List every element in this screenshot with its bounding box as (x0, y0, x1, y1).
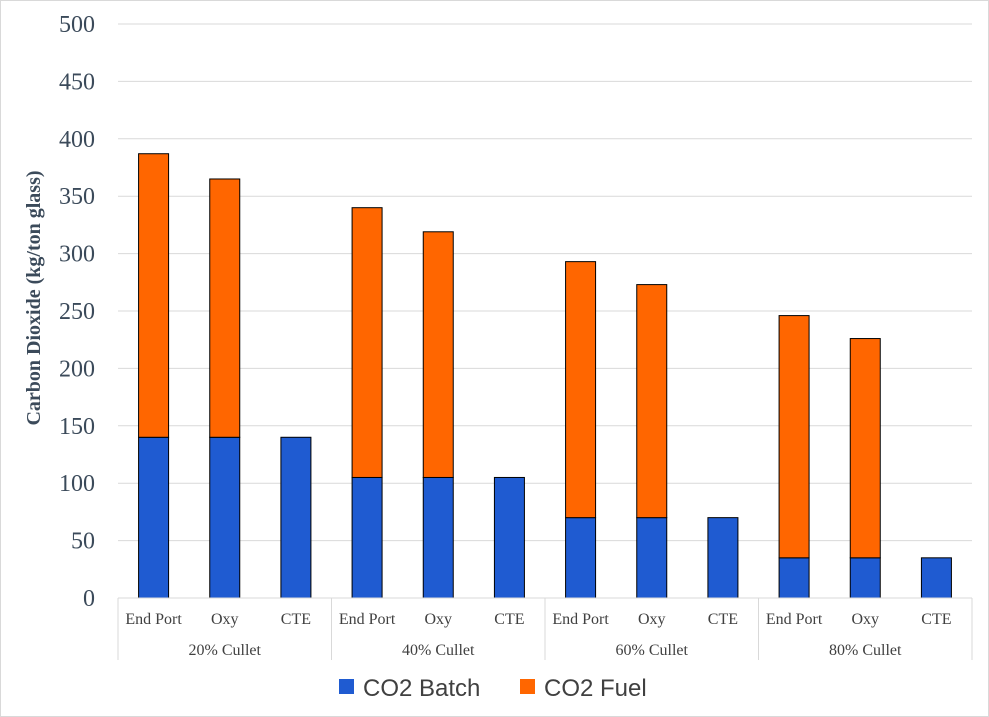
y-tick-label: 300 (59, 242, 95, 268)
legend-swatch (520, 679, 535, 694)
x-category-label: Oxy (424, 611, 452, 628)
bar-co2-fuel (565, 261, 597, 519)
legend-label: CO2 Batch (363, 675, 480, 702)
bar-co2-batch (351, 476, 383, 599)
bar-co2-batch (707, 517, 739, 599)
bar-co2-fuel (351, 207, 383, 478)
gridlines (118, 23, 972, 542)
bar-co2-fuel (422, 231, 454, 478)
x-category-label: CTE (281, 611, 311, 628)
bar-co2-batch (209, 436, 241, 599)
x-category-label: End Port (552, 611, 609, 628)
x-category-label: Oxy (638, 611, 666, 628)
bar-co2-batch (138, 436, 170, 599)
x-category-label: Oxy (851, 611, 879, 628)
bar-co2-fuel (778, 315, 810, 559)
x-category-label: CTE (921, 611, 951, 628)
bar-co2-batch (280, 436, 312, 599)
bar-co2-batch (778, 557, 810, 599)
bar-co2-fuel (209, 178, 241, 438)
x-category-label: CTE (494, 611, 524, 628)
x-group-label: 40% Cullet (402, 642, 475, 659)
y-tick-label: 50 (71, 529, 95, 555)
y-tick-label: 500 (59, 12, 95, 38)
x-group-label: 80% Cullet (829, 642, 902, 659)
y-axis-label: Carbon Dioxide (kg/ton glass) (23, 170, 45, 425)
x-category-label: End Port (766, 611, 823, 628)
x-category-label: End Port (339, 611, 396, 628)
y-tick-label: 400 (59, 127, 95, 153)
x-category-label: CTE (708, 611, 738, 628)
bar-co2-batch (920, 557, 952, 599)
y-tick-label: 150 (59, 414, 95, 440)
bar-co2-fuel (636, 284, 668, 519)
x-category-label: End Port (125, 611, 182, 628)
legend-swatch (339, 679, 354, 694)
x-group-label: 60% Cullet (616, 642, 689, 659)
bar-co2-fuel (849, 338, 881, 559)
bar-co2-batch (849, 557, 881, 599)
x-group-label: 20% Cullet (189, 642, 262, 659)
y-axis-ticks: 0 50 100 150 200 250 300 350 400 450 500 (59, 12, 95, 612)
bar-co2-batch (493, 476, 525, 599)
legend: CO2 Batch CO2 Fuel (339, 675, 647, 702)
x-category-label: Oxy (211, 611, 239, 628)
y-tick-label: 100 (59, 471, 95, 497)
legend-label: CO2 Fuel (544, 675, 647, 702)
y-tick-label: 0 (83, 586, 95, 612)
bar-co2-batch (636, 517, 668, 599)
bars (138, 153, 952, 599)
y-tick-label: 250 (59, 299, 95, 325)
y-tick-label: 200 (59, 356, 95, 382)
y-tick-label: 350 (59, 184, 95, 210)
x-axis: End Port Oxy CTE 20% Cullet End Port Oxy CTE 40… (117, 597, 973, 660)
bar-co2-batch (422, 476, 454, 599)
y-tick-label: 450 (59, 69, 95, 95)
bar-co2-batch (565, 517, 597, 599)
bar-co2-fuel (138, 153, 170, 438)
